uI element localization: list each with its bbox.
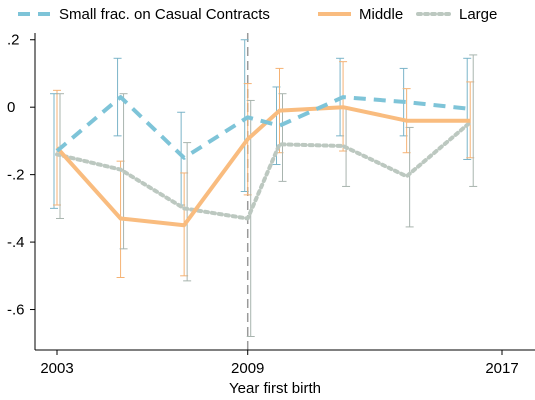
axes: .2 0 -.2 -.4 -.6 2003 2009 2017 <box>7 32 535 377</box>
errorbar-2-7 <box>469 54 478 187</box>
series-line-0 <box>55 95 471 160</box>
series-line-layer <box>55 95 473 228</box>
errorbar-2-3 <box>246 99 255 338</box>
errorbar-2-2 <box>183 142 192 282</box>
errorbar-2-4 <box>278 93 287 182</box>
x-axis-label: Year first birth <box>229 380 321 397</box>
errorbar-0-7 <box>463 57 472 160</box>
series-line-1 <box>55 105 471 228</box>
errorbar-layer <box>50 39 478 338</box>
series-line-2 <box>55 120 473 221</box>
y-tick-label-0: .2 <box>7 32 20 49</box>
y-tick-label-2: -.2 <box>7 167 25 184</box>
x-tick-label-0: 2003 <box>40 360 73 377</box>
legend-label-2: Large <box>459 6 497 23</box>
y-tick-label-3: -.4 <box>7 234 25 251</box>
y-tick-label-4: -.6 <box>7 302 25 319</box>
x-tick-label-2: 2017 <box>485 360 518 377</box>
errorbar-2-6 <box>405 126 414 228</box>
legend: Small frac. on Casual Contracts Middle Lar… <box>18 6 497 23</box>
y-tick-label-1: 0 <box>7 99 15 116</box>
x-tick-label-1: 2009 <box>231 360 264 377</box>
legend-label-1: Middle <box>359 6 403 23</box>
legend-label-0: Small frac. on Casual Contracts <box>59 6 270 23</box>
